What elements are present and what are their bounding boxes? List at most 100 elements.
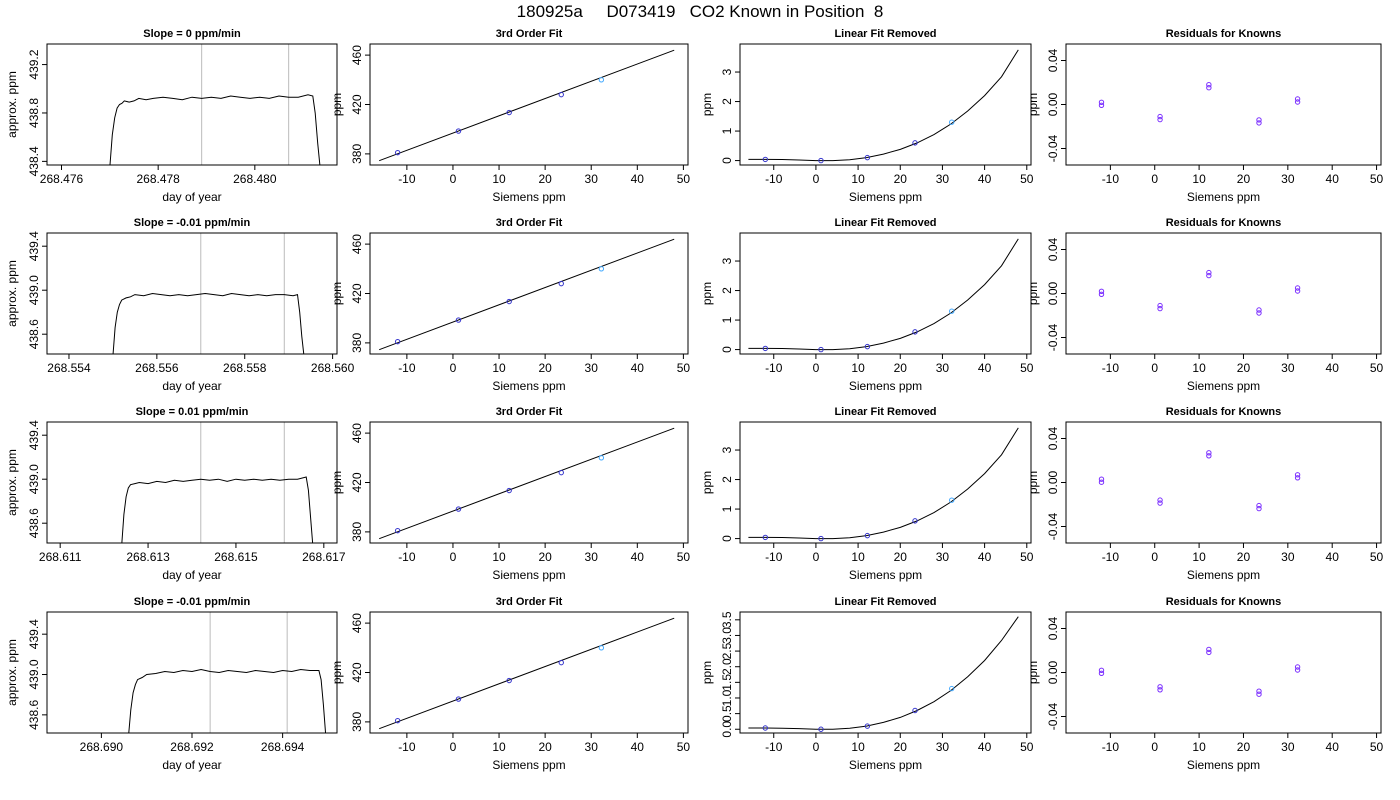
- plot-frame: [46, 421, 338, 544]
- y-axis-label: ppm: [700, 282, 714, 305]
- x-tick-label: 268.692: [170, 740, 214, 754]
- y-axis-label: ppm: [700, 471, 714, 494]
- plot-data: [112, 292, 305, 354]
- y-tick-label: -0.04: [1046, 703, 1060, 731]
- data-point: [598, 645, 605, 651]
- x-tick-label: -10: [765, 550, 783, 564]
- y-axis-label: ppm: [1026, 282, 1040, 305]
- x-tick-label: 268.690: [80, 740, 124, 754]
- x-tick-label: 20: [538, 172, 552, 186]
- x-axis-label: day of year: [162, 568, 221, 582]
- plot-frame: [1065, 232, 1382, 355]
- x-tick-label: 20: [1237, 361, 1251, 375]
- panel-4-1: Slope = -0.01 ppm/min 268.690 268.692 268.6…: [5, 596, 338, 772]
- plot-frame: [739, 421, 1032, 544]
- x-tick-label: 50: [1370, 740, 1384, 754]
- x-tick-label: 40: [1326, 172, 1340, 186]
- data-point: [864, 343, 871, 350]
- plot-data: [748, 427, 1019, 542]
- panel-title: 3rd Order Fit: [496, 596, 563, 608]
- page-title: 180925a D073419 CO2 Known in Position 8: [516, 2, 884, 21]
- data-point: [394, 338, 401, 345]
- data-point-replicate: [1256, 120, 1262, 126]
- data-point: [912, 140, 918, 146]
- y-tick-label: 460: [350, 234, 364, 254]
- y-tick-label: 420: [350, 94, 364, 114]
- y-tick-label: 1: [720, 505, 734, 512]
- data-point: [949, 685, 955, 692]
- plot-data: [1098, 646, 1301, 697]
- x-tick-label: 268.560: [311, 361, 355, 375]
- x-tick-label: 20: [1237, 550, 1251, 564]
- data-point: [394, 717, 401, 724]
- y-tick-label: 0.0: [720, 721, 734, 738]
- x-tick-label: 10: [1192, 172, 1206, 186]
- panel-title: Slope = 0 ppm/min: [143, 28, 241, 40]
- data-point: [1157, 497, 1163, 503]
- data-point: [455, 696, 462, 702]
- panel-1-3: Linear Fit Removed -10 0 10 20 30 40 50 0 1 2 3 Siem…: [700, 28, 1034, 204]
- fit-curve: [379, 617, 675, 730]
- plot-data: [1098, 82, 1301, 126]
- data-point: [1294, 96, 1301, 102]
- x-tick-label: 268.554: [47, 361, 91, 375]
- data-point: [558, 469, 564, 476]
- y-tick-label: 439.2: [27, 49, 41, 79]
- panel-2-4: Residuals for Knowns -10 0 10 20 30 40 50 -0.04 0…: [1026, 217, 1384, 393]
- x-tick-label: -10: [765, 172, 783, 186]
- y-tick-label: 0.04: [1046, 616, 1060, 640]
- x-tick-label: 50: [677, 740, 691, 754]
- x-tick-label: 10: [1192, 740, 1206, 754]
- y-tick-label: 420: [350, 472, 364, 492]
- data-point: [949, 308, 955, 314]
- x-tick-label: -10: [1102, 740, 1120, 754]
- data-point: [1206, 646, 1212, 653]
- data-point: [1256, 502, 1262, 509]
- x-axis-label: day of year: [162, 190, 221, 204]
- plot-data: [379, 617, 675, 730]
- y-tick-label: 0.5: [720, 705, 734, 722]
- data-point-replicate: [1206, 453, 1212, 459]
- y-tick-label: 2: [720, 287, 734, 294]
- x-tick-label: 268.615: [214, 550, 258, 564]
- y-tick-label: 3: [720, 257, 734, 264]
- data-point: [558, 659, 564, 666]
- x-tick-label: 0: [450, 550, 457, 564]
- panel-title: Linear Fit Removed: [834, 28, 936, 40]
- x-tick-label: 0: [1151, 172, 1158, 186]
- panel-title: Residuals for Knowns: [1166, 596, 1282, 608]
- panel-2-3: Linear Fit Removed -10 0 10 20 30 40 50 0 1 2 3 Siem…: [700, 217, 1034, 393]
- y-tick-label: 0: [720, 535, 734, 542]
- data-point-replicate: [1098, 479, 1105, 485]
- data-point: [1157, 684, 1163, 690]
- data-point: [912, 518, 918, 524]
- data-point: [818, 726, 824, 732]
- data-point-replicate: [1157, 687, 1163, 693]
- x-tick-label: 40: [978, 740, 992, 754]
- x-tick-label: 0: [813, 361, 820, 375]
- x-axis-label: Siemens ppm: [492, 568, 565, 582]
- series-line: [109, 94, 321, 165]
- x-tick-label: 20: [894, 550, 908, 564]
- y-tick-label: 380: [350, 144, 364, 164]
- plot-frame: [739, 611, 1032, 734]
- data-point: [506, 677, 512, 684]
- data-point: [598, 455, 605, 461]
- panel-1-2: 3rd Order Fit -10 0 10 20 30 40 50 380 420 460 Siem…: [330, 28, 690, 204]
- x-axis-label: Siemens ppm: [1187, 568, 1260, 582]
- x-tick-label: 268.613: [126, 550, 170, 564]
- x-tick-label: 268.480: [233, 172, 277, 186]
- y-tick-label: 438.4: [27, 146, 41, 176]
- y-tick-label: 420: [350, 283, 364, 303]
- y-tick-label: 420: [350, 662, 364, 682]
- y-tick-label: 3.0: [720, 627, 734, 644]
- y-axis-label: ppm: [330, 282, 344, 305]
- y-tick-label: 0: [720, 157, 734, 164]
- y-tick-label: 380: [350, 333, 364, 353]
- x-tick-label: 30: [585, 550, 599, 564]
- data-point-replicate: [1256, 505, 1262, 512]
- y-axis-label: ppm: [330, 93, 344, 116]
- x-tick-label: 50: [677, 172, 691, 186]
- plot-data: [1098, 450, 1301, 512]
- x-tick-label: 10: [1192, 361, 1206, 375]
